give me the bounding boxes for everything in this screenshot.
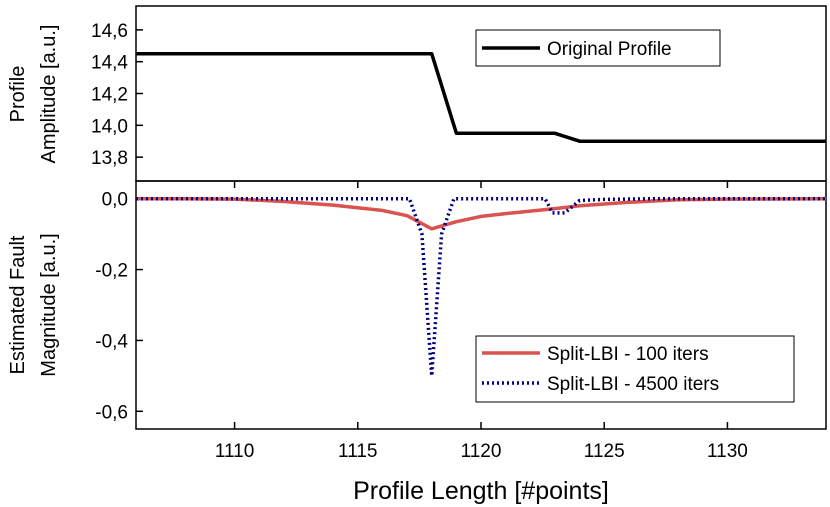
profile-y-label-line1: Profile (7, 66, 29, 123)
fault-legend: Split-LBI - 100 iters Split-LBI - 4500 i… (475, 335, 795, 403)
x-axis-label: Profile Length [#points] (353, 477, 609, 505)
x-tick-label: 1110 (215, 441, 254, 462)
x-tick-label: 1130 (707, 441, 748, 462)
x-ticks: 1110 1115 1120 1125 1130 (215, 181, 748, 462)
fault-panel: 0,0 -0,2 -0,4 -0,6 1110 1115 1120 1125 1130 Est… (7, 180, 827, 505)
fault-y-tick-label: -0,2 (95, 261, 128, 282)
fault-y-tick-label: 0,0 (102, 190, 128, 211)
legend-label-split-lbi-100: Split-LBI - 100 iters (547, 344, 709, 365)
fault-y-label-line2: Magnitude [a.u.] (38, 233, 60, 376)
fault-series-1-line (136, 196, 826, 378)
profile-y-ticks: 13,8 14,0 14,2 14,4 14,6 (91, 21, 143, 169)
fault-y-label-line1: Estimated Fault (7, 235, 29, 374)
profile-legend: Original Profile (475, 29, 721, 67)
profile-series-0-line (136, 51, 826, 143)
fault-series (136, 196, 827, 378)
legend-label-split-lbi-4500: Split-LBI - 4500 iters (547, 374, 719, 395)
fault-series-0-line (136, 196, 827, 231)
profile-y-label-line2: Amplitude [a.u.] (38, 25, 60, 164)
fault-y-tick-label: -0,4 (95, 331, 128, 352)
profile-y-tick-label: 14,4 (91, 53, 128, 74)
profile-y-tick-label: 14,6 (91, 21, 128, 42)
legend-label-original-profile: Original Profile (547, 39, 672, 60)
profile-panel: 13,8 14,0 14,2 14,4 14,6 Profile Amplitude [… (7, 5, 827, 182)
profile-y-tick-label: 13,8 (91, 148, 128, 169)
fault-y-tick-label: -0,6 (95, 402, 128, 423)
profile-series (136, 51, 826, 143)
x-tick-label: 1115 (338, 441, 377, 462)
fault-legend-box (475, 335, 795, 403)
x-tick-label: 1120 (461, 441, 502, 462)
x-tick-label: 1125 (584, 441, 625, 462)
profile-y-tick-label: 14,0 (91, 116, 128, 137)
profile-y-tick-label: 14,2 (91, 85, 128, 106)
